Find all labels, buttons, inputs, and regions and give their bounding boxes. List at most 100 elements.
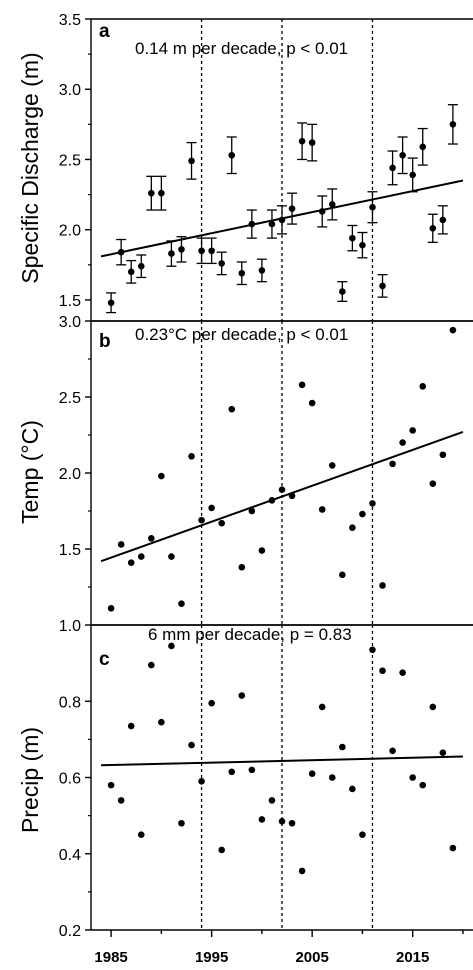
data-point-a-1992 — [178, 246, 185, 253]
data-point-a-1997 — [228, 151, 236, 159]
data-point-b-2000 — [258, 547, 266, 554]
data-point-b-1999 — [248, 507, 256, 515]
data-point-b-2019 — [449, 326, 457, 334]
y-tick-label-b-1.5: 1.5 — [59, 542, 81, 559]
data-point-b-2008 — [339, 571, 346, 579]
data-point-a-2013 — [389, 164, 396, 172]
data-point-a-1999 — [248, 220, 256, 228]
data-point-c-2011 — [369, 646, 376, 654]
data-point-a-2017 — [429, 224, 437, 232]
data-point-c-2008 — [339, 743, 346, 751]
data-point-b-2013 — [389, 460, 396, 468]
data-point-b-2015 — [409, 427, 416, 434]
data-point-b-2006 — [318, 506, 326, 513]
y-tick-label-b-3.0: 3.0 — [59, 314, 81, 331]
x-axis: 1985 1995 2005 2015 — [94, 930, 464, 966]
trend-line-c — [101, 755, 463, 767]
x-tick-label-2015: 2015 — [396, 949, 429, 966]
data-point-c-1996 — [218, 846, 225, 854]
data-point-a-2011 — [369, 203, 376, 211]
data-point-b-2007 — [328, 462, 336, 469]
data-point-c-2007 — [328, 774, 336, 781]
y-axis-title-b: Temp (°C) — [17, 420, 43, 524]
data-point-a-2007 — [328, 201, 336, 208]
data-point-b-2014 — [399, 439, 406, 446]
y-tick-label-b-2.5: 2.5 — [59, 390, 81, 407]
data-point-a-1986 — [117, 248, 125, 256]
data-point-a-2015 — [409, 171, 416, 179]
data-point-b-1989 — [148, 535, 155, 542]
data-point-c-2019 — [449, 844, 457, 852]
data-point-b-1987 — [127, 559, 135, 566]
data-point-a-1994 — [198, 247, 205, 255]
y-tick-label-a-1.5: 1.5 — [59, 293, 81, 310]
data-point-c-1989 — [148, 661, 155, 669]
data-point-c-1995 — [208, 699, 215, 707]
trend-line-b — [100, 431, 464, 563]
data-point-b-2003 — [288, 492, 296, 500]
data-point-a-1989 — [148, 189, 155, 197]
data-point-c-1987 — [127, 722, 135, 730]
data-point-b-2018 — [439, 451, 447, 459]
data-point-b-1993 — [188, 452, 195, 460]
data-point-c-1998 — [238, 692, 246, 699]
data-point-c-1994 — [198, 778, 205, 785]
y-tick-label-b-1.0: 1.0 — [59, 618, 81, 635]
data-point-a-2004 — [298, 137, 306, 145]
data-point-a-2018 — [439, 216, 447, 224]
data-point-c-1993 — [188, 741, 195, 749]
data-point-c-2009 — [349, 785, 356, 793]
data-point-c-1997 — [228, 768, 236, 776]
data-point-b-2017 — [429, 480, 437, 487]
x-tick-label-1985: 1985 — [94, 949, 127, 966]
data-point-a-1985 — [107, 299, 115, 307]
data-point-c-1985 — [107, 781, 115, 789]
data-point-c-2001 — [268, 797, 276, 804]
data-point-b-2005 — [308, 399, 316, 407]
data-point-a-1990 — [158, 189, 165, 197]
data-point-a-2016 — [419, 143, 427, 151]
data-point-a-2019 — [449, 121, 457, 128]
y-tick-label-b-2.0: 2.0 — [59, 466, 81, 483]
data-point-c-1990 — [158, 718, 165, 726]
panel-c: c 6 mm per decade, p = 0.83 Precip (m) 0… — [17, 624, 473, 940]
data-point-b-2016 — [419, 383, 427, 390]
y-tick-label-a-3.5: 3.5 — [59, 12, 81, 29]
data-point-a-1995 — [208, 247, 215, 255]
data-point-c-1988 — [137, 831, 145, 838]
y-tick-label-a-2.0: 2.0 — [59, 223, 81, 240]
data-point-b-1985 — [107, 604, 115, 612]
data-point-c-2016 — [419, 781, 427, 789]
data-point-a-2014 — [399, 151, 406, 159]
data-point-c-1991 — [168, 642, 175, 650]
data-point-a-2012 — [379, 282, 386, 290]
data-point-b-1991 — [168, 553, 175, 560]
data-point-a-1996 — [218, 260, 225, 267]
data-point-c-2000 — [258, 816, 266, 823]
data-point-c-2014 — [399, 669, 406, 676]
data-point-b-2010 — [359, 510, 366, 518]
data-point-b-1996 — [218, 519, 225, 527]
y-tick-label-a-3.0: 3.0 — [59, 82, 81, 99]
data-point-c-2006 — [318, 703, 326, 711]
data-point-a-1993 — [188, 157, 195, 165]
data-point-a-2005 — [308, 139, 316, 146]
data-point-c-2002 — [278, 818, 286, 825]
data-point-a-1987 — [127, 268, 135, 276]
y-tick-label-c-0.6: 0.6 — [59, 771, 81, 788]
data-point-b-1990 — [158, 472, 165, 480]
data-point-b-1988 — [137, 553, 145, 560]
data-point-a-2001 — [268, 220, 276, 228]
data-point-c-2017 — [429, 703, 437, 711]
annotation-c: 6 mm per decade, p = 0.83 — [148, 625, 352, 644]
y-tick-label-a-2.5: 2.5 — [59, 152, 81, 169]
data-point-b-2009 — [349, 524, 356, 532]
annotation-a: 0.14 m per decade, p < 0.01 — [135, 39, 348, 58]
data-point-a-1998 — [238, 269, 246, 277]
data-point-a-2008 — [339, 288, 346, 295]
data-point-b-2012 — [379, 582, 386, 589]
y-axis-title-a: Specific Discharge (m) — [17, 52, 43, 283]
data-point-a-1991 — [168, 250, 175, 257]
y-axis-title-c: Precip (m) — [17, 727, 43, 833]
